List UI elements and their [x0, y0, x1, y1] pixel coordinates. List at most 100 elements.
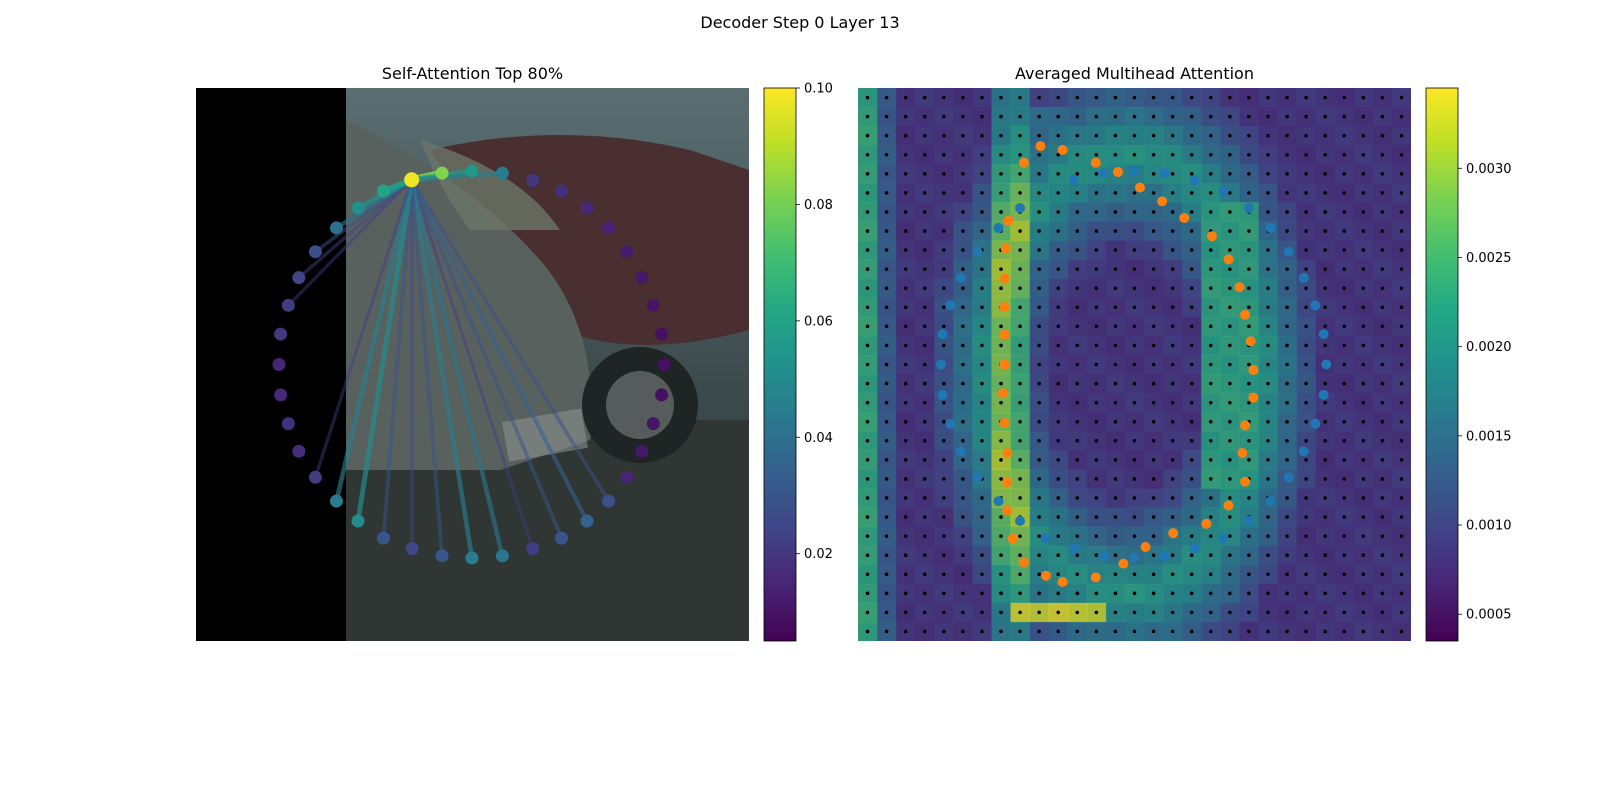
series-point [1298, 446, 1309, 457]
grid-dot [1075, 438, 1080, 443]
grid-dot [1247, 496, 1251, 500]
series-point [1003, 215, 1014, 226]
grid-dot [1113, 515, 1118, 519]
series-point [1090, 157, 1101, 168]
grid-dot [1380, 381, 1385, 386]
grid-dot [1151, 400, 1156, 405]
grid-dot [980, 629, 984, 634]
grid-dot [1399, 572, 1404, 577]
series-point [1000, 243, 1011, 254]
grid-dot [1189, 572, 1194, 577]
grid-dot [1342, 629, 1347, 634]
grid-dot [1056, 534, 1061, 538]
grid-dot [1151, 210, 1156, 214]
attention-point [620, 245, 634, 259]
grid-dot [865, 229, 870, 233]
grid-dot [903, 210, 908, 214]
grid-dot [1037, 229, 1041, 233]
grid-dot [1018, 572, 1022, 577]
series-point [1223, 500, 1234, 511]
grid-dot [1113, 400, 1118, 405]
grid-dot [1075, 95, 1080, 100]
attention-line [355, 177, 415, 524]
grid-dot [961, 95, 965, 100]
grid-dot [1304, 572, 1308, 577]
grid-dot [1075, 400, 1080, 405]
grid-dot [1323, 191, 1327, 195]
series-point [1179, 212, 1190, 223]
grid-dot [980, 172, 984, 176]
grid-dot [903, 286, 908, 291]
series-point [1298, 272, 1309, 283]
grid-dot [1304, 229, 1308, 233]
grid-dot [884, 629, 889, 634]
grid-dot [1037, 191, 1041, 195]
grid-dot [999, 172, 1003, 176]
figure-title: Decoder Step 0 Layer 13 [700, 13, 900, 32]
grid-dot [1094, 305, 1099, 310]
grid-dot [1342, 458, 1347, 462]
grid-dot [942, 286, 946, 291]
grid-dot [1037, 248, 1041, 252]
grid-dot [884, 324, 889, 329]
grid-dot [1132, 572, 1137, 577]
grid-dot [1304, 496, 1308, 500]
grid-dot [1189, 210, 1194, 214]
grid-dot [1361, 419, 1366, 424]
grid-dot [1094, 114, 1099, 119]
series-point [1040, 533, 1051, 544]
grid-dot [1094, 152, 1099, 157]
grid-dot [1399, 515, 1404, 519]
grid-dot [1323, 343, 1327, 348]
grid-dot [865, 191, 870, 195]
grid-dot [903, 572, 908, 577]
grid-dot [1208, 610, 1213, 615]
grid-dot [1056, 553, 1061, 557]
grid-dot [1266, 95, 1270, 100]
grid-dot [1285, 324, 1289, 329]
grid-dot [1208, 114, 1213, 119]
grid-dot [942, 114, 946, 119]
grid-dot [1361, 248, 1366, 252]
grid-dot [1170, 191, 1175, 195]
grid-dot [903, 610, 908, 615]
grid-dot [1170, 572, 1175, 577]
grid-dot [1380, 553, 1385, 557]
grid-dot [1075, 629, 1080, 634]
grid-dot [1285, 419, 1289, 424]
series-point [1118, 558, 1129, 569]
grid-dot [961, 152, 965, 157]
grid-dot [1399, 133, 1404, 138]
colorbar-tick-label: 0.02 [804, 547, 833, 562]
grid-dot [865, 496, 870, 500]
grid-dot [1056, 496, 1061, 500]
grid-dot [922, 629, 927, 634]
grid-dot [980, 229, 984, 233]
grid-dot [1304, 400, 1308, 405]
attention-point [646, 417, 660, 431]
grid-dot [922, 381, 927, 386]
grid-dot [1342, 152, 1347, 157]
grid-dot [1228, 496, 1232, 500]
grid-dot [961, 553, 965, 557]
grid-dot [1170, 267, 1175, 271]
grid-dot [922, 534, 927, 538]
attention-point [620, 470, 634, 484]
grid-dot [1399, 629, 1404, 634]
grid-dot [1247, 267, 1251, 271]
grid-dot [942, 534, 946, 538]
grid-dot [1228, 400, 1232, 405]
grid-dot [961, 629, 965, 634]
grid-dot [1056, 438, 1061, 443]
colorbar-tick-label: 0.0005 [1466, 608, 1512, 623]
grid-dot [1132, 343, 1137, 348]
attention-point [526, 173, 540, 187]
grid-dot [1037, 95, 1041, 100]
grid-dot [1018, 553, 1022, 557]
grid-dot [865, 477, 870, 481]
grid-dot [1266, 553, 1270, 557]
grid-dot [1189, 191, 1194, 195]
grid-dot [1037, 610, 1041, 615]
grid-dot [1094, 496, 1099, 500]
grid-dot [865, 553, 870, 557]
